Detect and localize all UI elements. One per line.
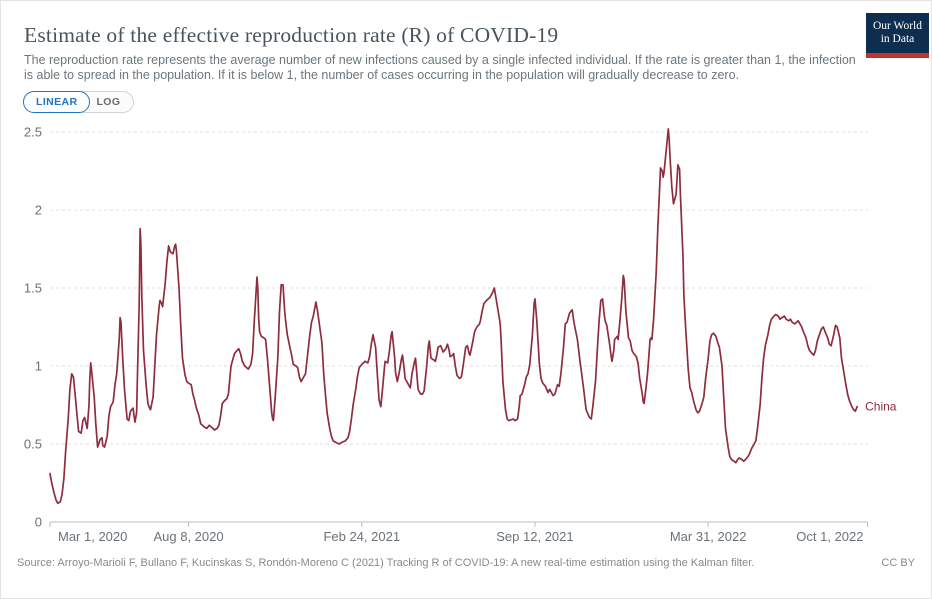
owid-logo-line1: Our World	[872, 20, 922, 32]
timeline-row: Jan 23, 2020 Oct 1, 2022	[1, 577, 931, 598]
license-badge[interactable]: CC BY	[881, 557, 915, 569]
linear-scale-button[interactable]: LINEAR	[23, 91, 91, 113]
series-end-label: China	[865, 400, 897, 414]
x-axis-tick-label: Mar 1, 2020	[58, 529, 127, 544]
log-scale-button[interactable]: LOG	[78, 91, 135, 113]
footer: Source: Arroyo-Marioli F, Bullano F, Kuc…	[17, 557, 915, 569]
scale-toggle: LINEAR LOG	[23, 91, 135, 113]
x-axis-tick-label: Oct 1, 2022	[796, 529, 863, 544]
page-title: Estimate of the effective reproduction r…	[24, 23, 559, 48]
chart-subtitle: The reproduction rate represents the ave…	[24, 52, 856, 83]
y-axis-tick-label: 2.5	[24, 125, 42, 140]
y-axis-tick-label: 2	[35, 203, 42, 218]
y-axis-tick-label: 0.5	[24, 437, 42, 452]
x-axis-tick-label: Mar 31, 2022	[670, 529, 747, 544]
series-line-china[interactable]	[49, 128, 858, 505]
chart-plot-area[interactable]: 0 0.5 1 1.5 2 2.5 Mar 1, 2020 Aug 8, 2020 Feb 24…	[1, 119, 931, 553]
y-axis-tick-label: 0	[35, 515, 42, 530]
x-axis-tick-label: Aug 8, 2020	[153, 529, 223, 544]
y-axis-tick-label: 1	[35, 359, 42, 374]
source-text: Source: Arroyo-Marioli F, Bullano F, Kuc…	[17, 557, 755, 569]
y-axis-tick-label: 1.5	[24, 281, 42, 296]
x-axis-tick-label: Feb 24, 2021	[323, 529, 400, 544]
owid-logo-line2: in Data	[880, 33, 915, 45]
owid-logo[interactable]: Our World in Data	[866, 13, 929, 58]
x-axis-tick-label: Sep 12, 2021	[496, 529, 573, 544]
